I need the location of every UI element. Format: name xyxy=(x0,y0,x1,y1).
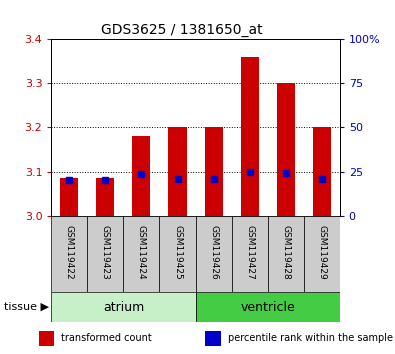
Text: GSM119424: GSM119424 xyxy=(137,225,146,280)
Text: GSM119428: GSM119428 xyxy=(281,225,290,280)
Text: ventricle: ventricle xyxy=(240,301,295,314)
Text: GDS3625 / 1381650_at: GDS3625 / 1381650_at xyxy=(101,23,263,37)
Text: percentile rank within the sample: percentile rank within the sample xyxy=(228,333,393,343)
Bar xyxy=(123,216,160,292)
Text: tissue ▶: tissue ▶ xyxy=(4,302,49,312)
Text: GSM119425: GSM119425 xyxy=(173,225,182,280)
Text: GSM119426: GSM119426 xyxy=(209,225,218,280)
Bar xyxy=(51,216,87,292)
Bar xyxy=(205,331,221,346)
Bar xyxy=(51,292,196,322)
Text: GSM119422: GSM119422 xyxy=(65,225,74,280)
Bar xyxy=(196,216,231,292)
Bar xyxy=(241,57,259,216)
Bar xyxy=(87,216,123,292)
Bar xyxy=(96,178,115,216)
Text: atrium: atrium xyxy=(103,301,144,314)
Bar xyxy=(169,127,186,216)
Bar xyxy=(267,216,304,292)
Bar xyxy=(304,216,340,292)
Bar xyxy=(132,136,150,216)
Bar xyxy=(160,216,196,292)
Bar xyxy=(196,292,340,322)
Text: GSM119427: GSM119427 xyxy=(245,225,254,280)
Bar xyxy=(276,83,295,216)
Bar xyxy=(205,127,222,216)
Bar xyxy=(39,331,54,346)
Bar xyxy=(231,216,267,292)
Text: GSM119423: GSM119423 xyxy=(101,225,110,280)
Text: transformed count: transformed count xyxy=(61,333,152,343)
Bar xyxy=(60,178,78,216)
Bar xyxy=(313,127,331,216)
Text: GSM119429: GSM119429 xyxy=(317,225,326,280)
